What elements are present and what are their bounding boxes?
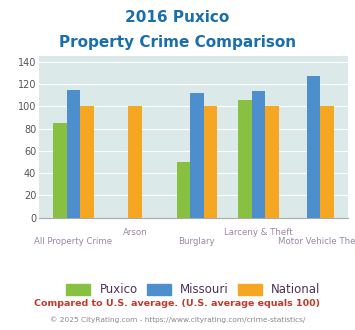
Bar [176,162,190,218]
Text: Arson: Arson [123,228,147,237]
Text: All Property Crime: All Property Crime [34,237,113,246]
Bar [67,89,80,218]
Text: 2016 Puxico: 2016 Puxico [125,10,230,25]
Bar [53,123,67,218]
Bar [80,106,94,218]
Bar [320,106,334,218]
Text: Compared to U.S. average. (U.S. average equals 100): Compared to U.S. average. (U.S. average … [34,299,321,308]
Text: Burglary: Burglary [179,237,215,246]
Bar [204,106,217,218]
Bar [266,106,279,218]
Bar [238,100,252,218]
Bar [129,106,142,218]
Bar [190,93,204,218]
Bar [307,76,320,218]
Text: Larceny & Theft: Larceny & Theft [224,228,293,237]
Bar [252,91,266,218]
Text: © 2025 CityRating.com - https://www.cityrating.com/crime-statistics/: © 2025 CityRating.com - https://www.city… [50,316,305,323]
Legend: Puxico, Missouri, National: Puxico, Missouri, National [62,279,325,301]
Text: Property Crime Comparison: Property Crime Comparison [59,35,296,50]
Text: Motor Vehicle Theft: Motor Vehicle Theft [278,237,355,246]
